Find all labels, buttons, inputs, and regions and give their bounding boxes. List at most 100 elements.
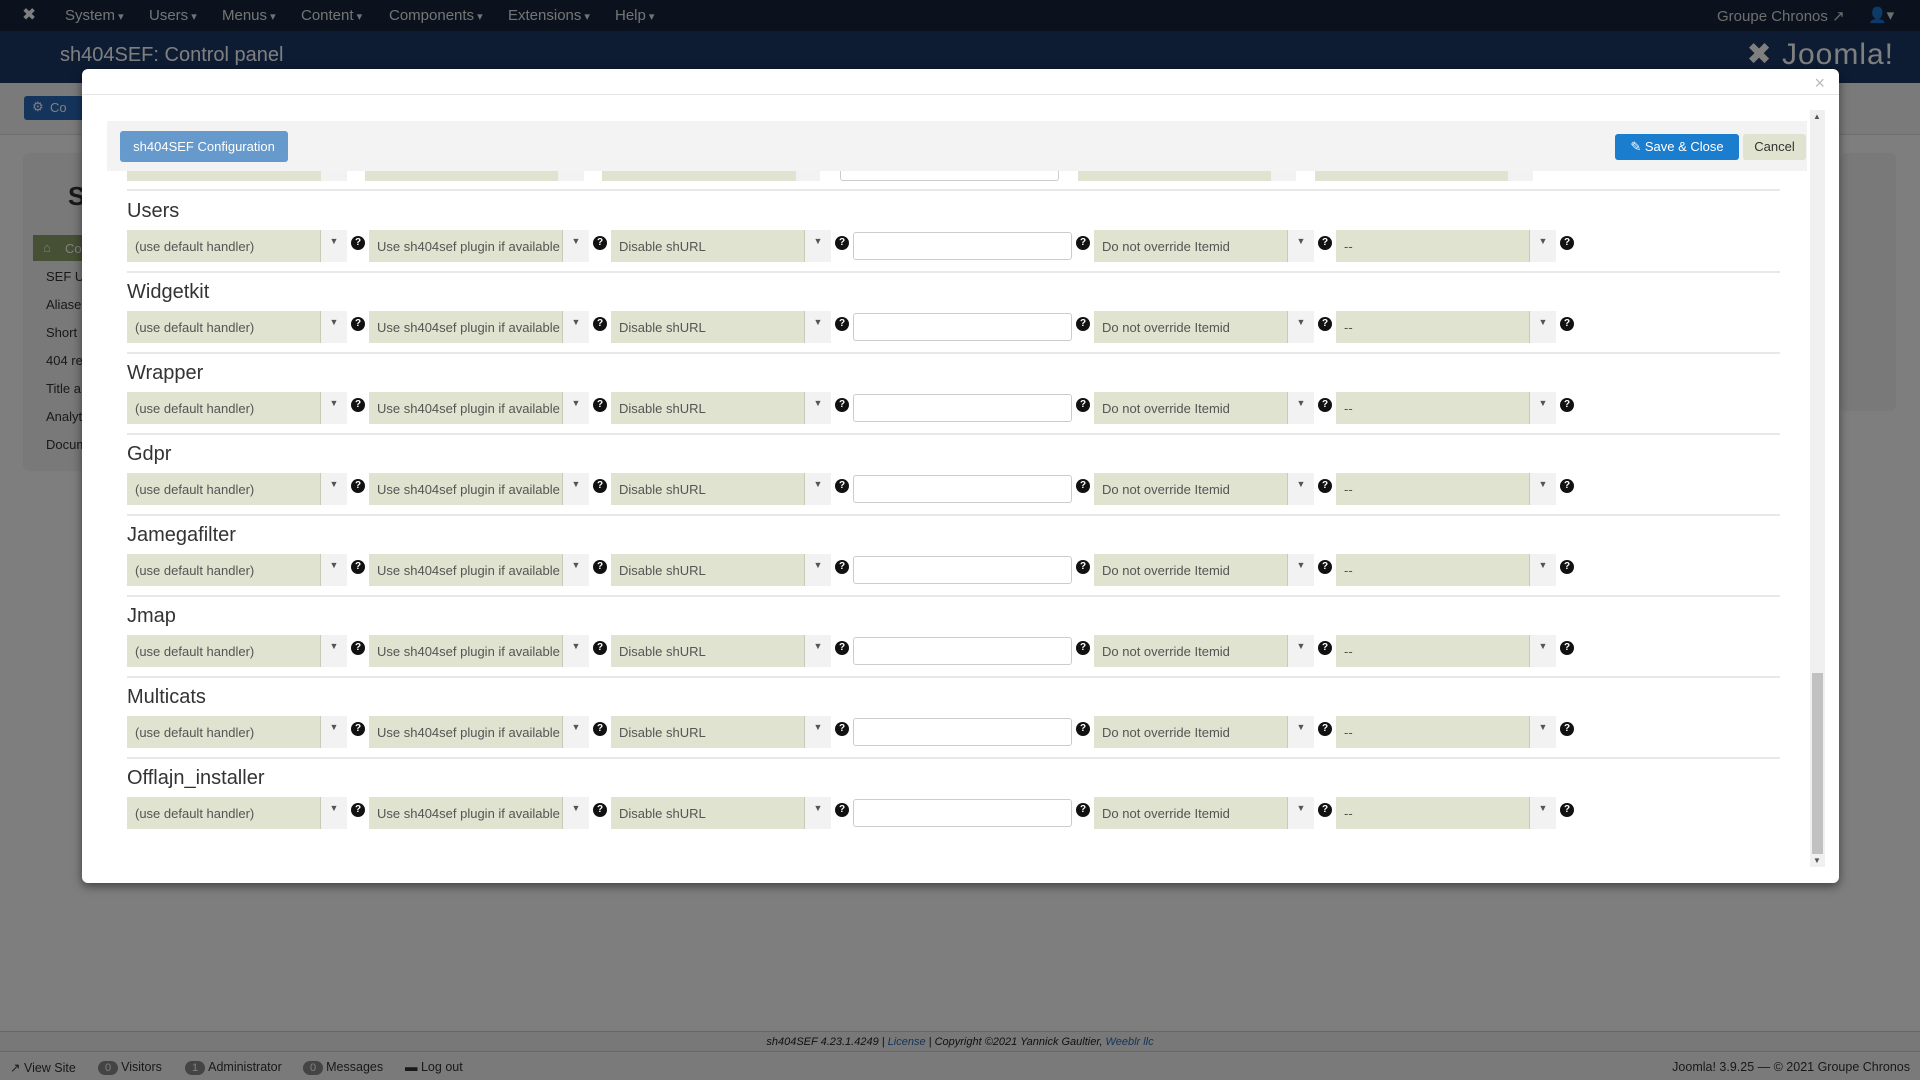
help-icon[interactable]: ?: [1560, 641, 1574, 655]
help-icon[interactable]: ?: [1560, 317, 1574, 331]
help-icon[interactable]: ?: [835, 803, 849, 817]
itemid-select[interactable]: Do not override Itemid ▼: [1094, 473, 1314, 505]
help-icon[interactable]: ?: [593, 641, 607, 655]
help-icon[interactable]: ?: [1076, 641, 1090, 655]
extra-select[interactable]: -- ▼: [1336, 392, 1556, 424]
help-icon[interactable]: ?: [1318, 317, 1332, 331]
help-icon[interactable]: ?: [835, 479, 849, 493]
help-icon[interactable]: ?: [1076, 398, 1090, 412]
help-icon[interactable]: ?: [835, 641, 849, 655]
help-icon[interactable]: ?: [1560, 722, 1574, 736]
itemid-select[interactable]: Do not override Itemid ▼: [1094, 635, 1314, 667]
scrollbar[interactable]: ▲ ▼: [1810, 110, 1825, 867]
plugin-select[interactable]: Use sh404sef plugin if available ▼: [369, 797, 589, 829]
handler-select[interactable]: (use default handler) ▼: [127, 716, 347, 748]
help-icon[interactable]: ?: [593, 398, 607, 412]
help-icon[interactable]: ?: [835, 236, 849, 250]
cancel-button[interactable]: Cancel: [1743, 134, 1806, 160]
plugin-select[interactable]: Use sh404sef plugin if available ▼: [369, 554, 589, 586]
shurl-select[interactable]: Disable shURL ▼: [611, 311, 831, 343]
help-icon[interactable]: ?: [1318, 641, 1332, 655]
extra-select[interactable]: -- ▼: [1336, 716, 1556, 748]
handler-select[interactable]: (use default handler) ▼: [127, 230, 347, 262]
help-icon[interactable]: ?: [1318, 479, 1332, 493]
itemid-select[interactable]: Do not override Itemid ▼: [1094, 311, 1314, 343]
help-icon[interactable]: ?: [835, 317, 849, 331]
help-icon[interactable]: ?: [835, 560, 849, 574]
help-icon[interactable]: ?: [1076, 722, 1090, 736]
help-icon[interactable]: ?: [351, 641, 365, 655]
help-icon[interactable]: ?: [593, 317, 607, 331]
handler-select[interactable]: (use default handler) ▼: [127, 635, 347, 667]
shurl-select[interactable]: Disable shURL ▼: [611, 230, 831, 262]
handler-select[interactable]: (use default handler) ▼: [127, 554, 347, 586]
help-icon[interactable]: ?: [835, 398, 849, 412]
help-icon[interactable]: ?: [1560, 803, 1574, 817]
scroll-up-icon[interactable]: ▲: [1813, 112, 1821, 121]
prefix-input[interactable]: [853, 637, 1072, 665]
extra-select[interactable]: -- ▼: [1336, 311, 1556, 343]
handler-select[interactable]: (use default handler) ▼: [127, 311, 347, 343]
scrollbar-thumb[interactable]: [1812, 673, 1823, 854]
help-icon[interactable]: ?: [1318, 803, 1332, 817]
help-icon[interactable]: ?: [1076, 236, 1090, 250]
itemid-select[interactable]: Do not override Itemid ▼: [1094, 716, 1314, 748]
help-icon[interactable]: ?: [1560, 560, 1574, 574]
prefix-input[interactable]: [853, 475, 1072, 503]
help-icon[interactable]: ?: [351, 398, 365, 412]
prefix-input[interactable]: [853, 799, 1072, 827]
help-icon[interactable]: ?: [1560, 398, 1574, 412]
itemid-select[interactable]: Do not override Itemid ▼: [1094, 392, 1314, 424]
shurl-select[interactable]: Disable shURL ▼: [611, 473, 831, 505]
help-icon[interactable]: ?: [1560, 479, 1574, 493]
help-icon[interactable]: ?: [351, 236, 365, 250]
help-icon[interactable]: ?: [593, 479, 607, 493]
handler-select[interactable]: (use default handler) ▼: [127, 392, 347, 424]
close-icon[interactable]: ×: [1814, 73, 1825, 93]
handler-select[interactable]: (use default handler) ▼: [127, 797, 347, 829]
help-icon[interactable]: ?: [1076, 560, 1090, 574]
itemid-select[interactable]: Do not override Itemid ▼: [1094, 797, 1314, 829]
plugin-select[interactable]: Use sh404sef plugin if available ▼: [369, 716, 589, 748]
help-icon[interactable]: ?: [1318, 398, 1332, 412]
help-icon[interactable]: ?: [351, 722, 365, 736]
help-icon[interactable]: ?: [593, 722, 607, 736]
help-icon[interactable]: ?: [1076, 479, 1090, 493]
handler-select[interactable]: (use default handler) ▼: [127, 473, 347, 505]
extra-select[interactable]: -- ▼: [1336, 635, 1556, 667]
prefix-input[interactable]: [853, 556, 1072, 584]
plugin-select[interactable]: Use sh404sef plugin if available ▼: [369, 635, 589, 667]
plugin-select[interactable]: Use sh404sef plugin if available ▼: [369, 230, 589, 262]
prefix-input[interactable]: [853, 313, 1072, 341]
configuration-title-button[interactable]: sh404SEF Configuration: [120, 131, 288, 162]
extra-select[interactable]: -- ▼: [1336, 473, 1556, 505]
shurl-select[interactable]: Disable shURL ▼: [611, 716, 831, 748]
help-icon[interactable]: ?: [1318, 722, 1332, 736]
scroll-down-icon[interactable]: ▼: [1813, 856, 1821, 865]
help-icon[interactable]: ?: [351, 560, 365, 574]
help-icon[interactable]: ?: [593, 236, 607, 250]
itemid-select[interactable]: Do not override Itemid ▼: [1094, 230, 1314, 262]
help-icon[interactable]: ?: [835, 722, 849, 736]
save-close-button[interactable]: ✎ Save & Close: [1615, 134, 1739, 160]
extra-select[interactable]: -- ▼: [1336, 554, 1556, 586]
prefix-input[interactable]: [853, 718, 1072, 746]
help-icon[interactable]: ?: [351, 479, 365, 493]
plugin-select[interactable]: Use sh404sef plugin if available ▼: [369, 473, 589, 505]
extra-select[interactable]: -- ▼: [1336, 230, 1556, 262]
help-icon[interactable]: ?: [593, 803, 607, 817]
help-icon[interactable]: ?: [1318, 560, 1332, 574]
shurl-select[interactable]: Disable shURL ▼: [611, 392, 831, 424]
help-icon[interactable]: ?: [1318, 236, 1332, 250]
help-icon[interactable]: ?: [351, 803, 365, 817]
help-icon[interactable]: ?: [1076, 803, 1090, 817]
prefix-input[interactable]: [853, 232, 1072, 260]
shurl-select[interactable]: Disable shURL ▼: [611, 635, 831, 667]
shurl-select[interactable]: Disable shURL ▼: [611, 797, 831, 829]
help-icon[interactable]: ?: [1560, 236, 1574, 250]
help-icon[interactable]: ?: [593, 560, 607, 574]
itemid-select[interactable]: Do not override Itemid ▼: [1094, 554, 1314, 586]
help-icon[interactable]: ?: [1076, 317, 1090, 331]
help-icon[interactable]: ?: [351, 317, 365, 331]
extra-select[interactable]: -- ▼: [1336, 797, 1556, 829]
